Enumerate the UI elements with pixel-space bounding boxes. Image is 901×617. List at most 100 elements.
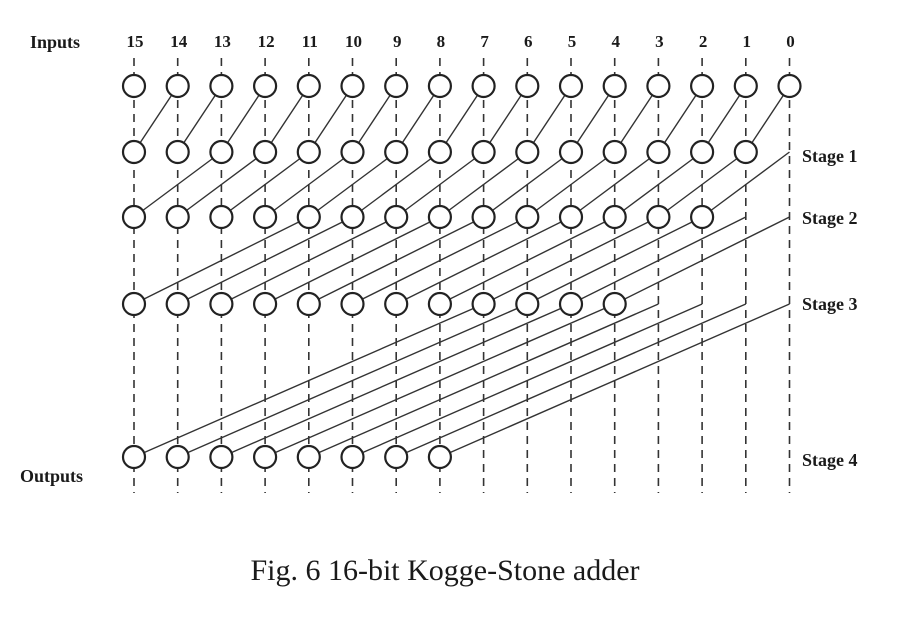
stage2-node-2: [689, 204, 715, 230]
stage1-node-13: [209, 139, 234, 165]
carry-wire-stage2-10-to-12: [264, 151, 353, 218]
bit-label-14: 14: [170, 32, 188, 51]
carry-wire-stage4-7-to-15: [133, 303, 484, 458]
input-node-4: [602, 73, 627, 99]
stage1-node-6: [515, 139, 540, 165]
carry-wire-stage3-11-to-15: [133, 216, 310, 305]
carry-wire-stage1-6-to-7: [483, 85, 528, 153]
label-layer: Inputs Outputs Stage 1 Stage 2 Stage 3 S…: [20, 32, 858, 486]
carry-wire-stage4-4-to-12: [264, 303, 615, 458]
stage4-node-8: [427, 444, 452, 470]
bit-label-3: 3: [655, 32, 664, 51]
carry-wire-stage2-5-to-7: [483, 151, 572, 218]
stage3-node-6: [515, 291, 540, 317]
stage2-node-13: [209, 204, 234, 230]
carry-wire-stage1-12-to-13: [220, 85, 266, 153]
stage2-node-7: [471, 204, 496, 230]
stage1-node-2: [689, 139, 715, 165]
bit-label-10: 10: [345, 32, 362, 51]
stage1-node-9: [384, 139, 409, 165]
bit-label-13: 13: [214, 32, 231, 51]
carry-wire-stage2-4-to-6: [526, 151, 616, 218]
bit-label-11: 11: [302, 32, 318, 51]
stage4-node-14: [165, 444, 190, 470]
carry-wire-stage2-1-to-3: [657, 151, 747, 218]
carry-wire-stage2-6-to-8: [439, 151, 528, 218]
stage1-node-14: [165, 139, 190, 165]
stage4-node-11: [296, 444, 321, 470]
stage1-node-11: [296, 139, 321, 165]
input-node-9: [384, 73, 409, 99]
stage3-node-9: [384, 291, 409, 317]
stage2-node-8: [427, 204, 452, 230]
stage2-node-3: [646, 204, 671, 230]
figure-caption: Fig. 6 16-bit Kogge-Stone adder: [250, 554, 639, 587]
stage2-node-12: [253, 204, 278, 230]
stage1-node-10: [340, 139, 365, 165]
bit-label-2: 2: [699, 32, 708, 51]
stage1-node-15: [121, 139, 147, 165]
stage-label-3: Stage 3: [802, 294, 858, 314]
input-node-7: [471, 73, 496, 99]
stage3-node-5: [558, 291, 584, 317]
input-node-15: [121, 73, 147, 99]
carry-wire-stage3-4-to-8: [439, 216, 616, 305]
input-node-13: [209, 73, 234, 99]
stage-label-1: Stage 1: [802, 146, 858, 166]
stage3-node-15: [121, 291, 147, 317]
wire-layer: [133, 58, 791, 493]
carry-wire-stage2-7-to-9: [395, 151, 485, 218]
carry-wire-stage1-0-to-1: [745, 85, 791, 153]
stage3-node-4: [602, 291, 627, 317]
inputs-label: Inputs: [30, 32, 80, 52]
stage1-node-1: [733, 139, 758, 165]
carry-wire-stage1-14-to-15: [133, 85, 179, 153]
input-node-1: [733, 73, 758, 99]
carry-wire-stage3-10-to-14: [177, 216, 353, 305]
carry-wire-stage1-2-to-3: [657, 85, 703, 153]
carry-wire-stage3-2-to-6: [526, 216, 703, 305]
stage4-node-13: [209, 444, 234, 470]
carry-wire-stage3-9-to-13: [221, 216, 397, 305]
carry-wire-stage1-13-to-14: [177, 85, 222, 153]
stage2-node-5: [558, 204, 584, 230]
stage2-node-9: [384, 204, 409, 230]
carry-wire-stage2-11-to-13: [220, 151, 310, 218]
bit-label-1: 1: [743, 32, 752, 51]
carry-wire-stage2-8-to-10: [352, 151, 441, 218]
stage2-node-15: [121, 204, 147, 230]
bit-label-9: 9: [393, 32, 402, 51]
carry-wire-stage1-1-to-2: [701, 85, 747, 153]
carry-wire-stage3-8-to-12: [264, 216, 441, 305]
stage2-node-10: [340, 204, 365, 230]
carry-wire-stage1-8-to-9: [395, 85, 441, 153]
carry-wire-stage4-2-to-10: [352, 303, 703, 458]
stage3-node-10: [340, 291, 365, 317]
carry-wire-stage4-1-to-9: [395, 303, 747, 458]
carry-wire-stage4-3-to-11: [308, 303, 659, 458]
carry-wire-stage2-0-to-2: [701, 151, 790, 218]
carry-wire-stage4-5-to-13: [221, 303, 572, 458]
carry-wire-stage2-2-to-4: [614, 151, 703, 218]
carry-wire-stage1-3-to-4: [614, 85, 659, 153]
stage4-node-12: [253, 444, 278, 470]
carry-wire-stage4-0-to-8: [439, 303, 790, 458]
stage2-node-6: [515, 204, 540, 230]
carry-wire-stage1-7-to-8: [439, 85, 485, 153]
carry-wire-stage1-9-to-10: [351, 85, 397, 153]
carry-wire-stage2-12-to-14: [177, 151, 266, 218]
stage1-node-3: [646, 139, 671, 165]
input-node-3: [646, 73, 671, 99]
bit-label-7: 7: [480, 32, 489, 51]
carry-wire-stage1-4-to-5: [570, 85, 616, 153]
node-layer: [121, 73, 802, 470]
outputs-label: Outputs: [20, 466, 83, 486]
carry-wire-stage2-13-to-15: [133, 151, 222, 218]
stage3-node-8: [427, 291, 452, 317]
stage3-node-14: [165, 291, 190, 317]
input-node-5: [558, 73, 584, 99]
stage4-node-10: [340, 444, 365, 470]
bit-label-15: 15: [127, 32, 144, 51]
stage-label-2: Stage 2: [802, 208, 858, 228]
